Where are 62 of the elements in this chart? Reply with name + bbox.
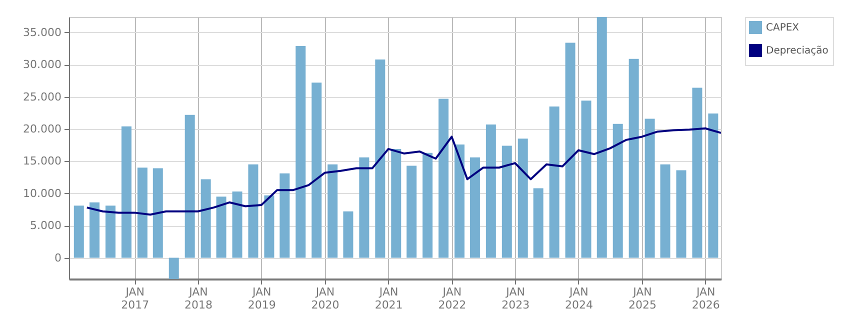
x-tick-label: JAN 2018 [184, 286, 213, 312]
bar [184, 114, 195, 258]
bar [248, 164, 258, 258]
bar [596, 17, 607, 258]
bar [232, 191, 242, 258]
x-tick-label: JAN 2024 [564, 286, 593, 312]
x-tick-label: JAN 2023 [502, 286, 530, 312]
bar [343, 211, 354, 258]
bar [581, 100, 592, 258]
bar [106, 206, 116, 258]
x-tick-label: JAN 2026 [692, 286, 720, 312]
bar [200, 179, 211, 258]
bar [422, 152, 433, 258]
bar [375, 59, 386, 258]
bar [137, 168, 148, 258]
y-tick-label: 30.000 [23, 58, 62, 72]
bar [296, 46, 306, 258]
bar [168, 258, 179, 279]
bar [628, 58, 639, 258]
bar [676, 170, 686, 258]
x-tick-label: JAN 2025 [628, 286, 656, 312]
bar [391, 148, 402, 258]
bar [644, 118, 655, 258]
x-tick-label: JAN 2021 [374, 286, 403, 312]
bar [518, 138, 528, 258]
bar [121, 126, 132, 258]
bar [486, 124, 496, 258]
bar [549, 106, 560, 258]
y-tick-label: 25.000 [23, 90, 62, 104]
y-tick-label: 35.000 [23, 26, 62, 39]
bar [438, 98, 449, 258]
bar [312, 82, 322, 258]
bar [280, 173, 290, 258]
y-tick-label: 5.000 [30, 219, 62, 232]
bar [264, 195, 274, 258]
bar [692, 88, 702, 258]
y-tick-label: 10.000 [23, 186, 62, 200]
bar [152, 168, 163, 258]
x-tick-label: JAN 2017 [121, 286, 150, 312]
bar [708, 114, 718, 258]
x-tick-label: JAN 2022 [438, 286, 466, 312]
x-tick-label: JAN 2020 [311, 286, 340, 312]
y-tick-label: 0 [54, 251, 62, 264]
bar [406, 166, 417, 258]
bar [470, 157, 480, 258]
bar [74, 206, 84, 258]
bar [502, 146, 512, 258]
bar [216, 196, 226, 258]
bar [359, 157, 370, 258]
x-tick-label: JAN 2019 [248, 286, 276, 312]
bar [565, 42, 576, 258]
bar [90, 202, 100, 258]
bar [660, 164, 670, 258]
y-tick-label: 20.000 [23, 122, 62, 136]
bar [612, 124, 623, 258]
y-tick-label: 15.000 [23, 154, 62, 168]
bar [328, 164, 338, 258]
bar [533, 188, 544, 258]
line-series [86, 127, 721, 216]
bar [454, 144, 465, 258]
legend-label: Depreciação [766, 46, 828, 56]
legend-label: CAPEX [766, 22, 800, 34]
